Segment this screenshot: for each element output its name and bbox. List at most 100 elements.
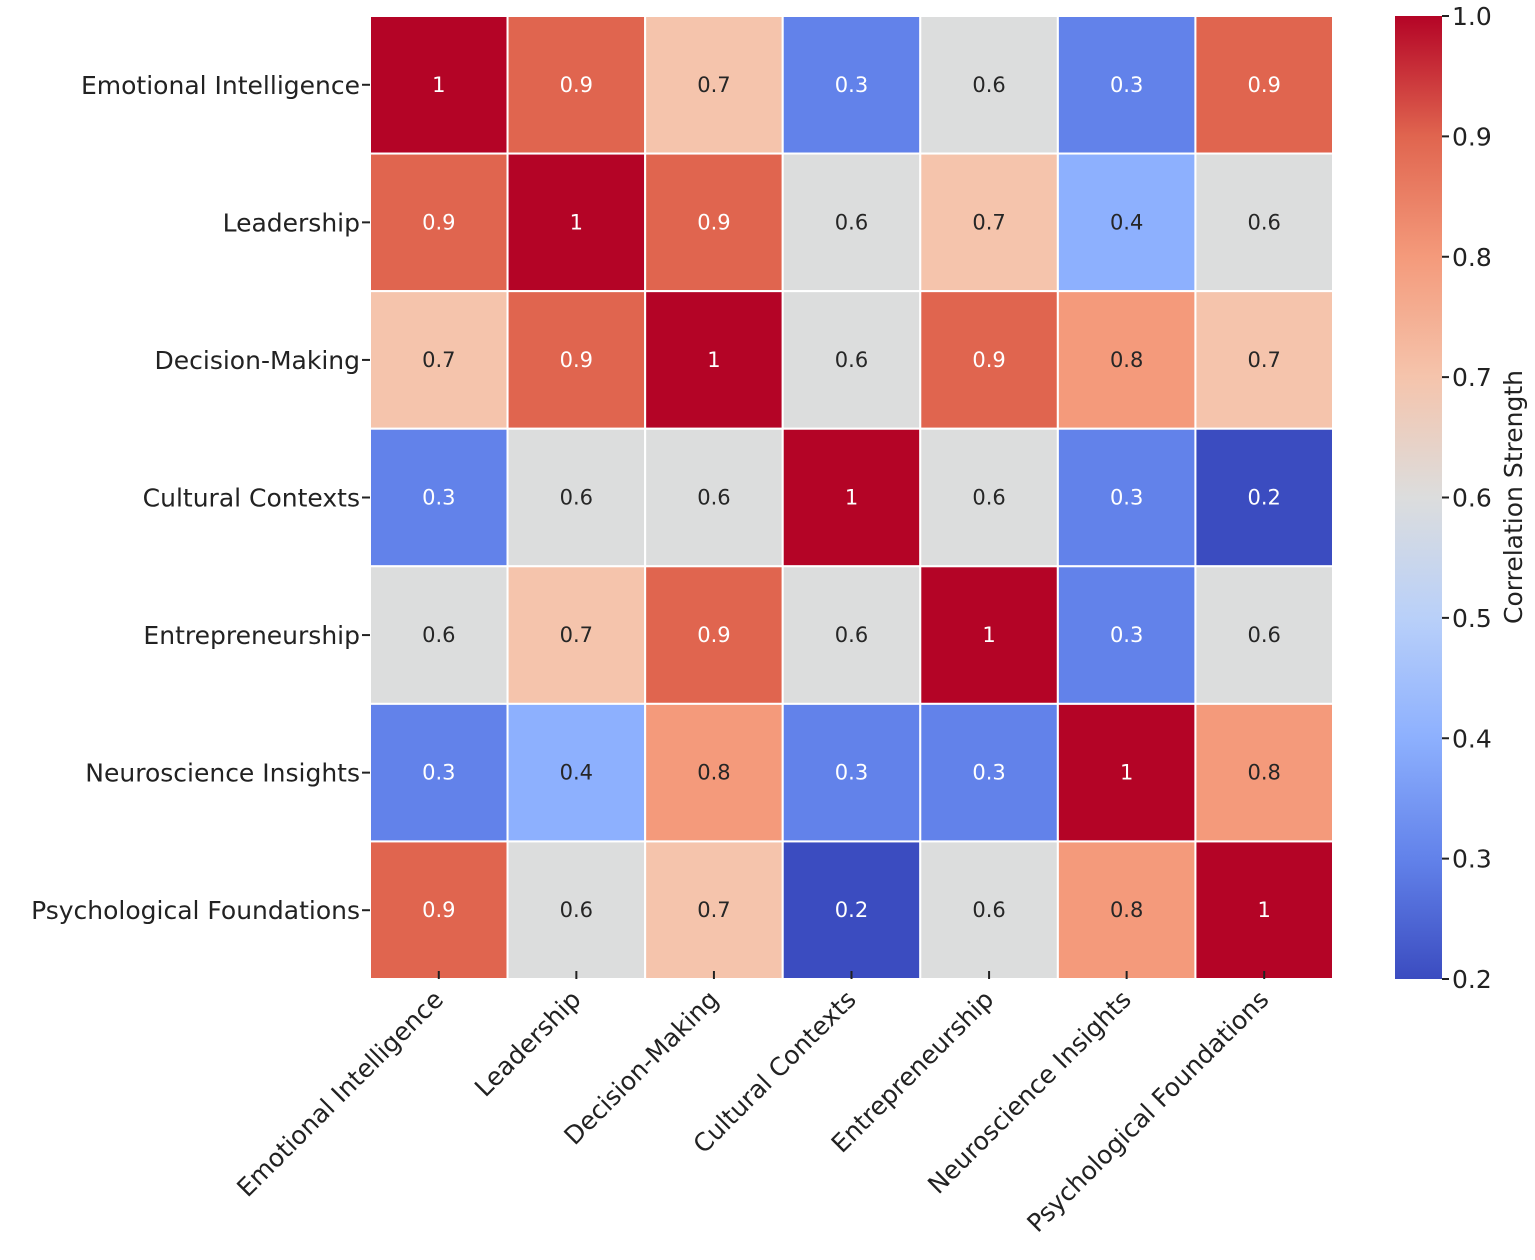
cell-value-label: 0.7 xyxy=(422,348,455,372)
cell-value-label: 1 xyxy=(707,348,720,372)
y-tick-label: Leadership xyxy=(223,208,360,237)
colorbar: 0.2 0.3 0.4 0.5 0.6 0.7 0.8 0.9 1.0 xyxy=(1395,2,1492,994)
heatmap-cell xyxy=(369,15,509,155)
heatmap-cell xyxy=(919,290,1059,430)
cell-value-label: 0.6 xyxy=(835,348,868,372)
heatmap-cell xyxy=(644,702,784,843)
cell-value-label: 1 xyxy=(982,623,995,647)
cell-value-label: 0.3 xyxy=(1110,623,1143,647)
cell-value-label: 0.2 xyxy=(835,898,868,922)
x-tick-label: Emotional Intelligence xyxy=(231,985,449,1203)
heatmap-cell xyxy=(1056,290,1197,430)
colorbar-tick-label: 0.8 xyxy=(1452,243,1492,272)
cell-value-label: 1 xyxy=(845,486,858,510)
heatmap-cell xyxy=(1194,290,1335,430)
heatmap-cell xyxy=(1194,702,1335,843)
heatmap-cell xyxy=(781,15,922,155)
heatmap-cell xyxy=(919,702,1059,843)
cell-value-label: 0.8 xyxy=(697,761,730,785)
cell-value-label: 0.6 xyxy=(972,73,1005,97)
heatmap-cell xyxy=(369,427,509,568)
colorbar-gradient xyxy=(1395,16,1442,979)
colorbar-tick-label: 0.7 xyxy=(1452,363,1492,392)
cell-value-label: 0.4 xyxy=(1110,210,1143,234)
heatmap-cell xyxy=(644,840,784,981)
y-tick-label: Psychological Foundations xyxy=(31,896,360,925)
cell-value-label: 0.2 xyxy=(1248,486,1281,510)
heatmap-cell xyxy=(369,565,509,705)
cell-value-label: 0.9 xyxy=(972,348,1005,372)
heatmap-cells: 1 0.9 0.7 0.3 0.6 0.3 0.9 0.9 1 0.9 0.6 0.7 0.4 0.6 0.… xyxy=(369,15,1335,981)
heatmap-cell xyxy=(1194,152,1335,293)
cell-value-label: 0.6 xyxy=(835,623,868,647)
heatmap-cell xyxy=(644,290,784,430)
heatmap-cell xyxy=(781,427,922,568)
y-tick-label: Cultural Contexts xyxy=(143,484,360,513)
cell-value-label: 0.9 xyxy=(422,898,455,922)
cell-value-label: 1 xyxy=(432,73,445,97)
heatmap-cell xyxy=(919,840,1059,981)
heatmap-cell xyxy=(781,840,922,981)
cell-value-label: 1 xyxy=(1120,761,1133,785)
cell-value-label: 1 xyxy=(1258,898,1271,922)
cell-value-label: 0.6 xyxy=(972,898,1005,922)
colorbar-tick-label: 0.3 xyxy=(1452,845,1492,874)
colorbar-tick-label: 0.2 xyxy=(1452,965,1492,994)
cell-value-label: 0.8 xyxy=(1248,761,1281,785)
cell-value-label: 0.7 xyxy=(560,623,593,647)
heatmap-cell xyxy=(1056,15,1197,155)
cell-value-label: 0.9 xyxy=(697,210,730,234)
heatmap-cell xyxy=(1194,427,1335,568)
cell-value-label: 0.4 xyxy=(560,761,593,785)
x-axis-labels: Emotional Intelligence LeadershipDecision… xyxy=(231,971,1274,1238)
y-tick-label: Neuroscience Insights xyxy=(85,759,360,788)
heatmap-cell xyxy=(506,15,647,155)
cell-value-label: 0.3 xyxy=(422,486,455,510)
cell-value-label: 0.8 xyxy=(1110,348,1143,372)
cell-value-label: 0.9 xyxy=(560,73,593,97)
heatmap-cell xyxy=(644,565,784,705)
colorbar-tick-label: 0.5 xyxy=(1452,604,1492,633)
colorbar-label: Correlation Strength xyxy=(1499,370,1528,624)
cell-value-label: 0.7 xyxy=(697,898,730,922)
heatmap-cell xyxy=(506,290,647,430)
cell-value-label: 0.7 xyxy=(972,210,1005,234)
heatmap-cell xyxy=(369,840,509,981)
colorbar-tick-label: 0.4 xyxy=(1452,724,1492,753)
cell-value-label: 0.9 xyxy=(1248,73,1281,97)
cell-value-label: 0.6 xyxy=(697,486,730,510)
heatmap-cell xyxy=(506,427,647,568)
cell-value-label: 0.8 xyxy=(1110,898,1143,922)
heatmap-cell xyxy=(919,152,1059,293)
cell-value-label: 0.3 xyxy=(1110,73,1143,97)
cell-value-label: 0.6 xyxy=(560,898,593,922)
y-axis-labels: Emotional Intelligence Leadership Decision… xyxy=(31,71,370,925)
colorbar-tick-label: 0.6 xyxy=(1452,484,1492,513)
cell-value-label: 0.7 xyxy=(697,73,730,97)
heatmap-cell xyxy=(1056,840,1197,981)
x-tick-label: Leadership xyxy=(469,985,587,1103)
cell-value-label: 0.3 xyxy=(1110,486,1143,510)
cell-value-label: 0.6 xyxy=(422,623,455,647)
cell-value-label: 0.9 xyxy=(422,210,455,234)
heatmap-cell xyxy=(1056,427,1197,568)
x-tick-label: Psychological Foundations xyxy=(1021,985,1274,1238)
heatmap-cell xyxy=(781,702,922,843)
cell-value-label: 1 xyxy=(570,210,583,234)
cell-value-label: 0.9 xyxy=(697,623,730,647)
cell-value-label: 0.3 xyxy=(972,761,1005,785)
heatmap-cell xyxy=(644,152,784,293)
heatmap-cell xyxy=(1194,840,1335,981)
cell-value-label: 0.3 xyxy=(422,761,455,785)
heatmap-cell xyxy=(369,702,509,843)
cell-value-label: 0.6 xyxy=(1248,623,1281,647)
cell-value-label: 0.3 xyxy=(835,761,868,785)
heatmap-cell xyxy=(781,290,922,430)
cell-value-label: 0.3 xyxy=(835,73,868,97)
y-tick-label: Entrepreneurship xyxy=(143,621,360,650)
heatmap-cell xyxy=(644,15,784,155)
cell-value-label: 0.6 xyxy=(1248,210,1281,234)
cell-value-label: 0.9 xyxy=(560,348,593,372)
cell-value-label: 0.6 xyxy=(560,486,593,510)
